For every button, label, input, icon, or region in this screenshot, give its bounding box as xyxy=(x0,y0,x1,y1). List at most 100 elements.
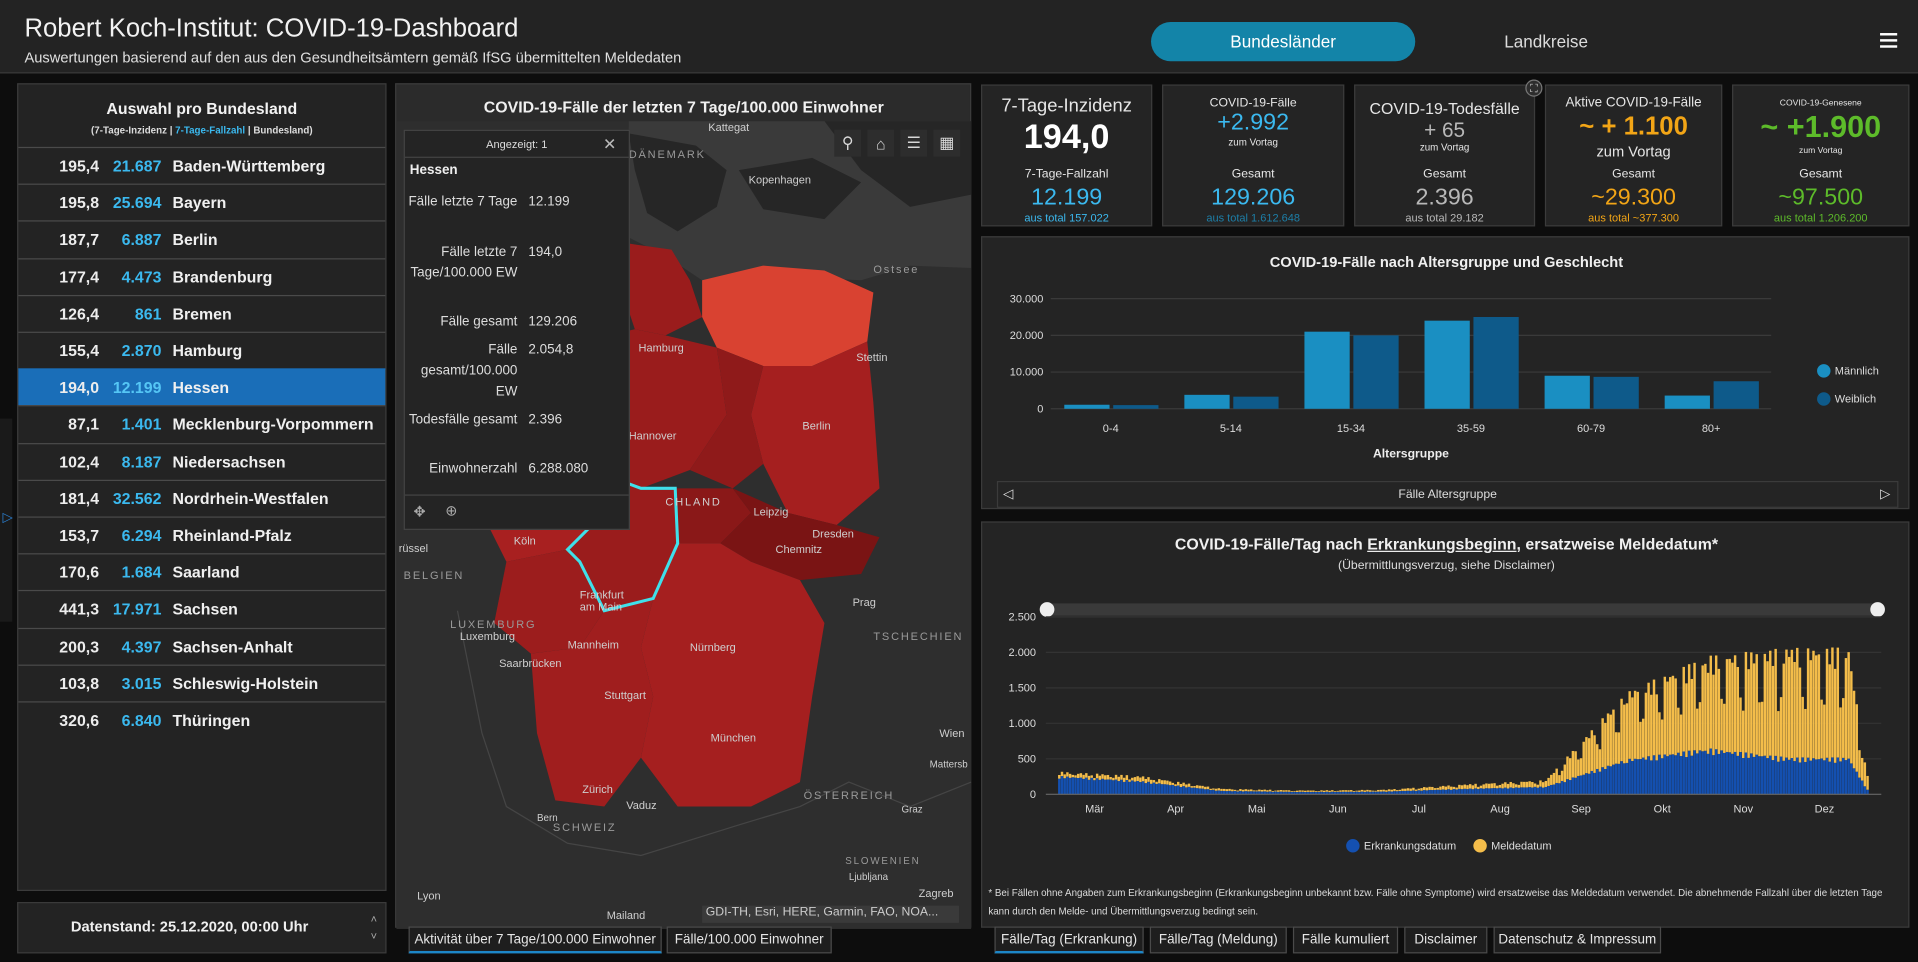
bar-erkrankungsdatum[interactable] xyxy=(1585,773,1588,795)
bar-meldedatum[interactable] xyxy=(1698,702,1702,751)
state-thueringen[interactable] xyxy=(675,488,752,544)
bar-erkrankungsdatum[interactable] xyxy=(1274,791,1277,795)
bar-meldedatum[interactable] xyxy=(1420,788,1423,791)
bar-meldedatum[interactable] xyxy=(1568,758,1572,781)
bar-erkrankungsdatum[interactable] xyxy=(1201,788,1204,795)
bar-meldedatum[interactable] xyxy=(1163,780,1166,785)
bar-erkrankungsdatum[interactable] xyxy=(1263,791,1266,795)
bar-erkrankungsdatum[interactable] xyxy=(1401,790,1404,795)
epi-tab[interactable]: Fälle/Tag (Erkrankung) xyxy=(994,926,1144,954)
bar-meldedatum[interactable] xyxy=(1366,789,1369,792)
bar-erkrankungsdatum[interactable] xyxy=(1806,757,1810,795)
bar-erkrankungsdatum[interactable] xyxy=(1504,787,1507,795)
bar-meldedatum[interactable] xyxy=(1120,774,1123,780)
bar-erkrankungsdatum[interactable] xyxy=(1101,778,1104,795)
bar-meldedatum[interactable] xyxy=(1417,788,1421,791)
bar-meldedatum[interactable] xyxy=(1625,703,1629,763)
bar-erkrankungsdatum[interactable] xyxy=(1823,760,1826,795)
bar-erkrankungsdatum[interactable] xyxy=(1814,759,1818,795)
bar-erkrankungsdatum[interactable] xyxy=(1620,761,1623,795)
bar-meldedatum[interactable] xyxy=(1847,652,1850,759)
bar-erkrankungsdatum[interactable] xyxy=(1393,791,1396,795)
bar-meldedatum[interactable] xyxy=(1679,714,1683,757)
bar-meldedatum[interactable] xyxy=(1279,789,1283,792)
bar-meldedatum[interactable] xyxy=(1677,707,1680,753)
bar-erkrankungsdatum[interactable] xyxy=(1309,791,1312,795)
bar-meldedatum[interactable] xyxy=(1514,784,1518,788)
bar-erkrankungsdatum[interactable] xyxy=(1744,752,1748,795)
bar-erkrankungsdatum[interactable] xyxy=(1495,788,1499,795)
bar-meldedatum[interactable] xyxy=(1504,782,1507,788)
bar-meldedatum[interactable] xyxy=(1774,648,1777,756)
bar-erkrankungsdatum[interactable] xyxy=(1850,763,1853,795)
state-sachsen[interactable] xyxy=(720,488,880,581)
bar-erkrankungsdatum[interactable] xyxy=(1828,761,1831,795)
bar-erkrankungsdatum[interactable] xyxy=(1644,759,1648,795)
legend-swatch[interactable] xyxy=(1817,364,1831,378)
bar-erkrankungsdatum[interactable] xyxy=(1693,750,1696,795)
bar-erkrankungsdatum[interactable] xyxy=(1133,781,1137,795)
bar-erkrankungsdatum[interactable] xyxy=(1566,779,1569,795)
bar-erkrankungsdatum[interactable] xyxy=(1587,773,1591,795)
bar-erkrankungsdatum[interactable] xyxy=(1674,755,1677,795)
bar-erkrankungsdatum[interactable] xyxy=(1106,779,1110,795)
bar-meldedatum[interactable] xyxy=(1520,781,1523,788)
bar-meldedatum[interactable] xyxy=(1250,789,1253,792)
bar-erkrankungsdatum[interactable] xyxy=(1517,787,1521,795)
bar-erkrankungsdatum[interactable] xyxy=(1155,783,1158,795)
bar-meldedatum[interactable] xyxy=(1806,648,1810,758)
bar-erkrankungsdatum[interactable] xyxy=(1698,750,1702,795)
bar-erkrankungsdatum[interactable] xyxy=(1085,777,1088,795)
search-icon[interactable]: ⚲ xyxy=(834,129,862,157)
state-row[interactable]: 87,1 1.401 Mecklenburg-Vorpommern xyxy=(18,405,386,443)
bar-erkrankungsdatum[interactable] xyxy=(1763,755,1767,795)
bar-erkrankungsdatum[interactable] xyxy=(1639,759,1642,795)
bar-erkrankungsdatum[interactable] xyxy=(1247,791,1250,795)
bar-erkrankungsdatum[interactable] xyxy=(1842,757,1845,795)
bar-meldedatum[interactable] xyxy=(1714,655,1718,750)
bar-erkrankungsdatum[interactable] xyxy=(1425,790,1429,795)
next-arrow-icon[interactable]: ▷ xyxy=(1880,487,1891,502)
bar-erkrankungsdatum[interactable] xyxy=(1363,791,1366,795)
age-bar-maennlich[interactable] xyxy=(1544,375,1590,409)
bar-erkrankungsdatum[interactable] xyxy=(1560,780,1564,795)
bar-meldedatum[interactable] xyxy=(1650,694,1653,761)
state-row[interactable]: 102,4 8.187 Niedersachsen xyxy=(18,442,386,480)
bar-meldedatum[interactable] xyxy=(1582,741,1585,775)
bar-meldedatum[interactable] xyxy=(1612,709,1615,765)
bar-meldedatum[interactable] xyxy=(1182,782,1185,787)
bar-erkrankungsdatum[interactable] xyxy=(1755,754,1758,795)
bar-erkrankungsdatum[interactable] xyxy=(1820,758,1823,795)
bar-erkrankungsdatum[interactable] xyxy=(1131,780,1134,795)
bar-meldedatum[interactable] xyxy=(1085,773,1088,778)
bar-erkrankungsdatum[interactable] xyxy=(1144,783,1148,795)
bar-erkrankungsdatum[interactable] xyxy=(1104,779,1107,795)
bar-meldedatum[interactable] xyxy=(1563,764,1567,783)
bar-erkrankungsdatum[interactable] xyxy=(1174,786,1177,795)
bar-meldedatum[interactable] xyxy=(1106,774,1110,780)
bar-erkrankungsdatum[interactable] xyxy=(1177,785,1180,795)
bar-erkrankungsdatum[interactable] xyxy=(1712,755,1715,795)
bar-erkrankungsdatum[interactable] xyxy=(1347,791,1350,795)
bar-meldedatum[interactable] xyxy=(1690,678,1694,756)
bar-meldedatum[interactable] xyxy=(1128,779,1131,782)
bar-meldedatum[interactable] xyxy=(1087,775,1091,780)
bar-erkrankungsdatum[interactable] xyxy=(1390,791,1394,795)
bar-meldedatum[interactable] xyxy=(1785,649,1788,758)
bar-erkrankungsdatum[interactable] xyxy=(1766,758,1769,795)
bar-erkrankungsdatum[interactable] xyxy=(1747,757,1750,795)
bar-meldedatum[interactable] xyxy=(1585,737,1588,774)
bar-meldedatum[interactable] xyxy=(1844,658,1848,761)
bar-erkrankungsdatum[interactable] xyxy=(1612,764,1615,795)
bar-meldedatum[interactable] xyxy=(1095,773,1099,779)
age-bar-maennlich[interactable] xyxy=(1304,331,1350,409)
bar-erkrankungsdatum[interactable] xyxy=(1439,789,1442,795)
bar-meldedatum[interactable] xyxy=(1358,790,1361,792)
bar-meldedatum[interactable] xyxy=(1687,664,1691,751)
bar-erkrankungsdatum[interactable] xyxy=(1652,755,1656,795)
bar-meldedatum[interactable] xyxy=(1809,660,1813,761)
bar-erkrankungsdatum[interactable] xyxy=(1787,759,1791,795)
bar-erkrankungsdatum[interactable] xyxy=(1809,760,1813,795)
bar-meldedatum[interactable] xyxy=(1501,783,1504,789)
bar-meldedatum[interactable] xyxy=(1247,789,1250,792)
